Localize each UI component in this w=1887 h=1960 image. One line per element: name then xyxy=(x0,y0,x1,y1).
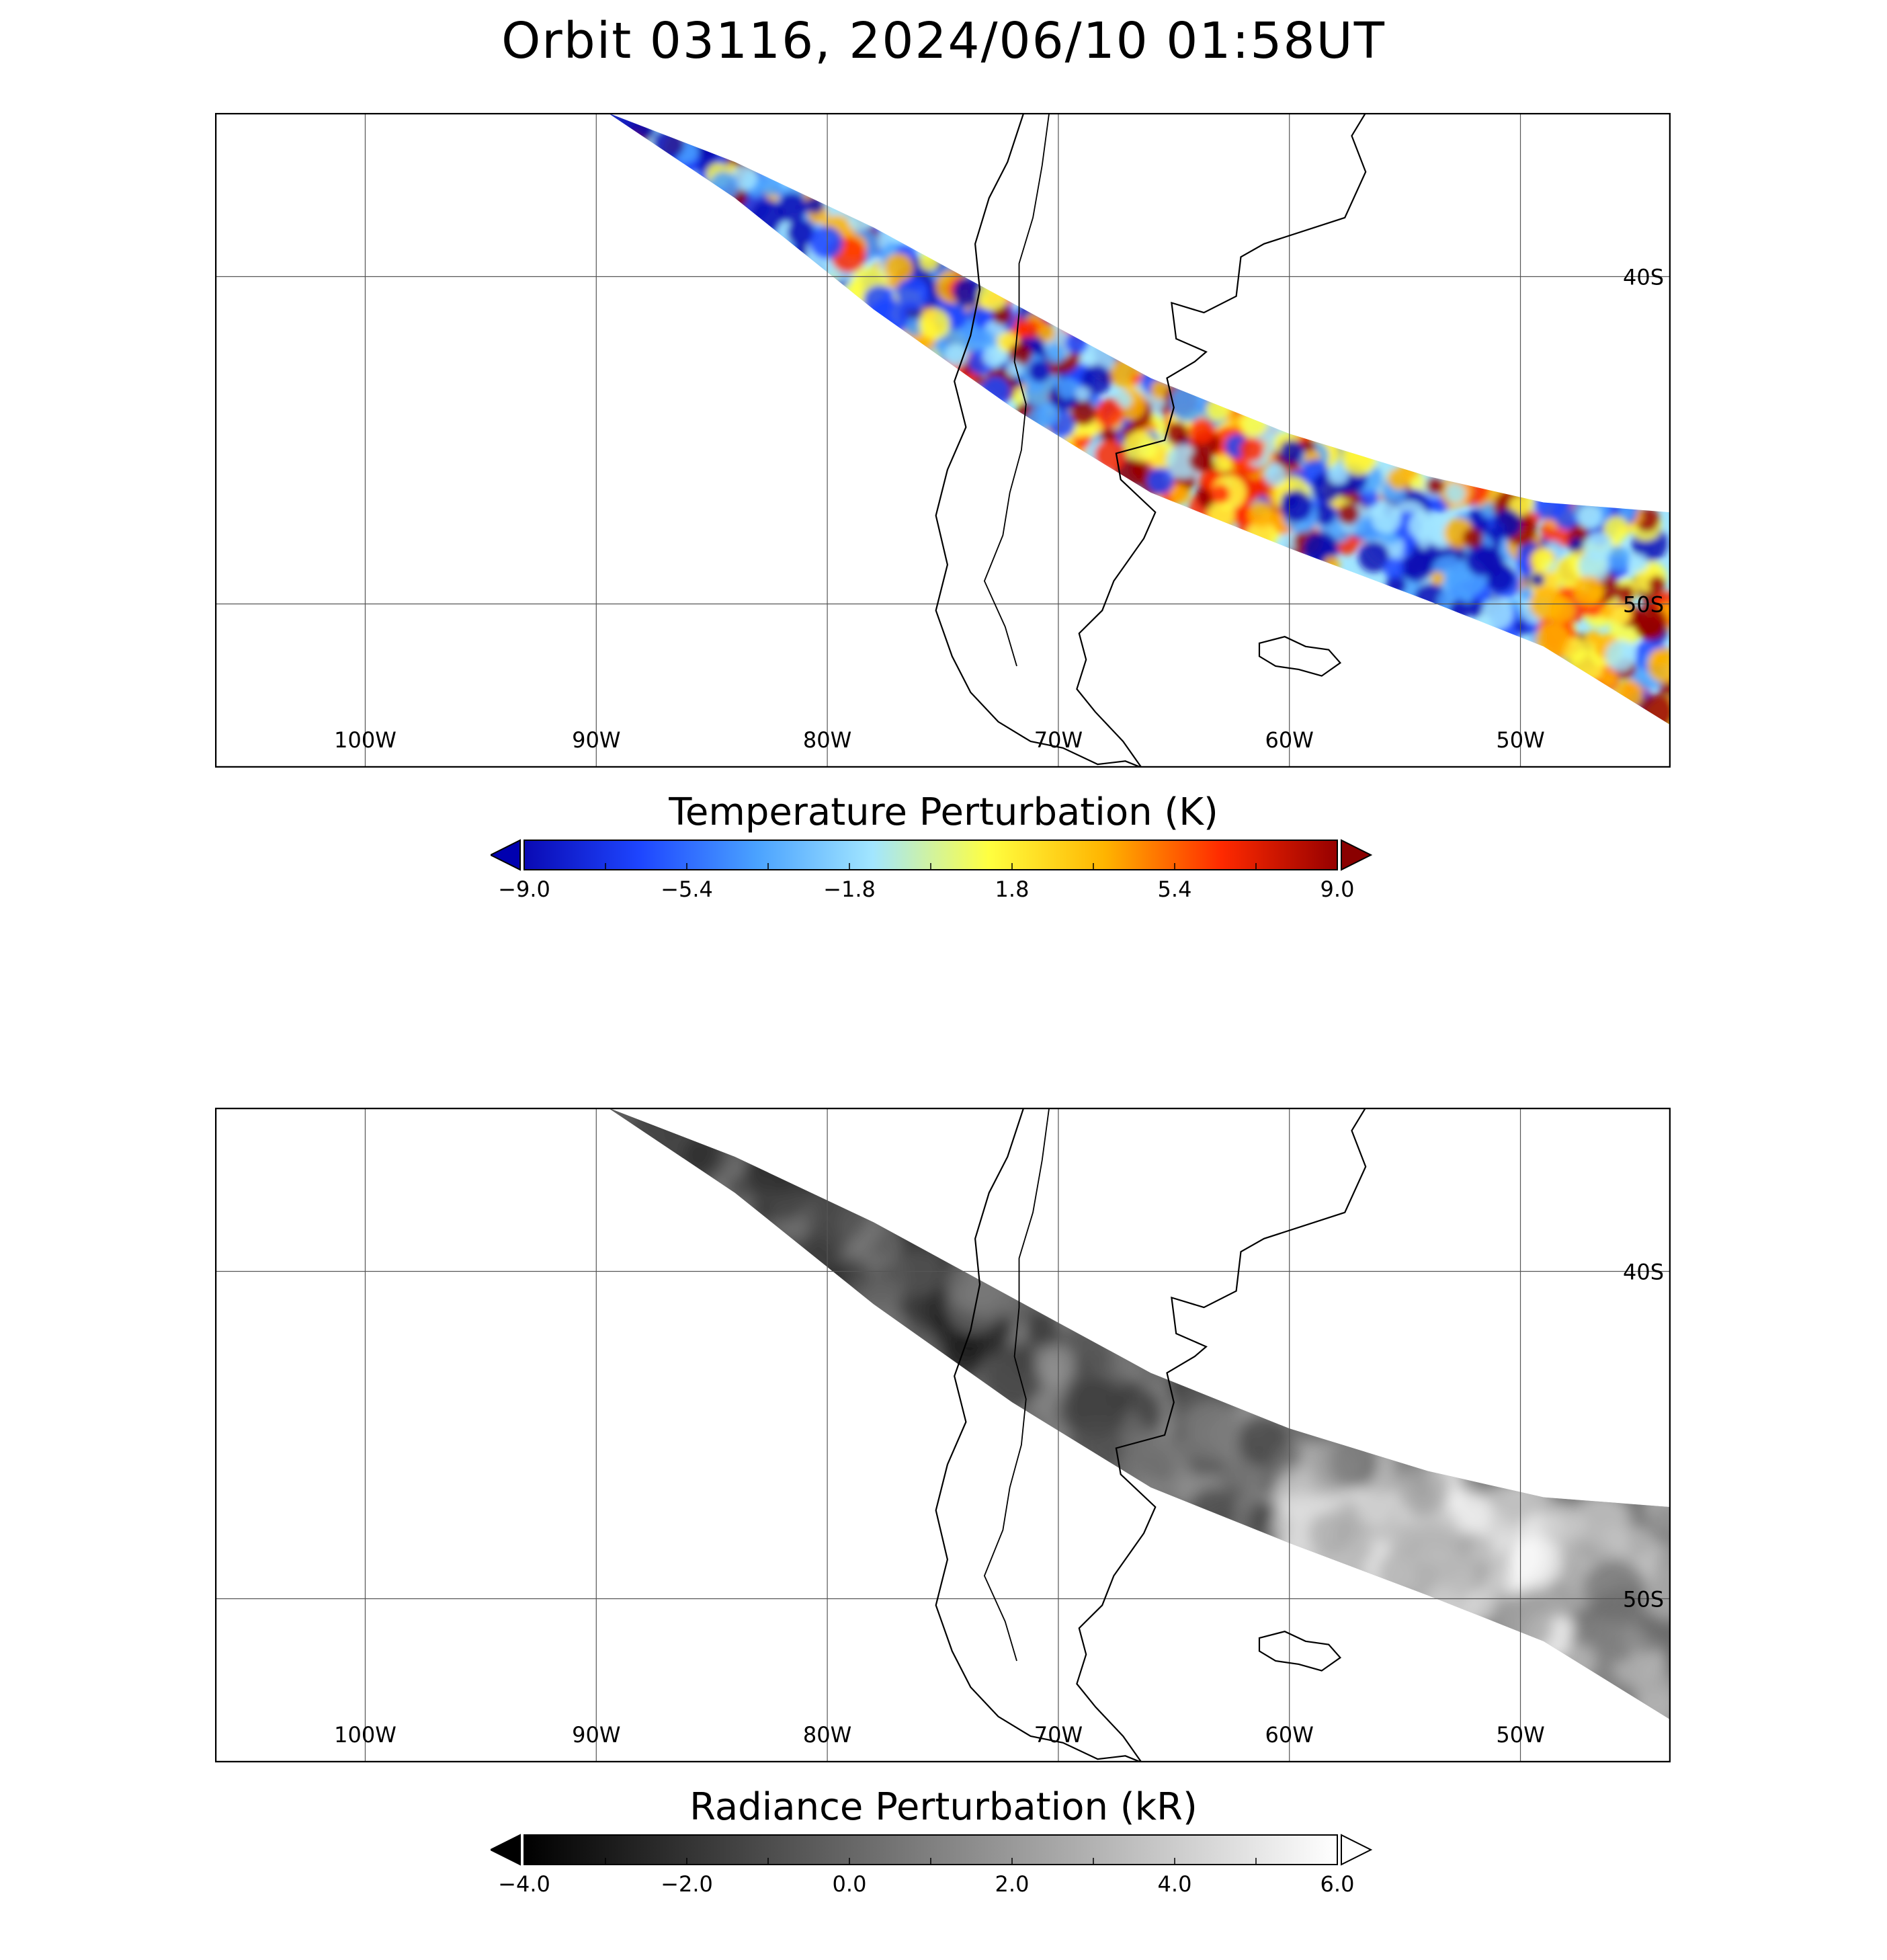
lon-tick-label: 50W xyxy=(1496,727,1544,753)
colorbar-tick-label: −2.0 xyxy=(661,1871,713,1897)
temperature-colorbar: −9.0 −5.4 −1.8 1.8 5.4 9.0 xyxy=(489,833,1404,921)
colorbar-max-extend xyxy=(1341,1834,1373,1866)
falkland-islands-outline xyxy=(1258,636,1342,677)
lon-tick-label: 50W xyxy=(1496,1722,1544,1748)
temperature-axis-labels: 100W 90W 80W 70W 60W 50W 40S 50S xyxy=(334,265,1664,753)
colorbar-tick-label: 1.8 xyxy=(995,876,1030,902)
lon-tick-label: 60W xyxy=(1265,1722,1314,1748)
chile-argentina-border xyxy=(983,113,1050,667)
colorbar-tick-label: 6.0 xyxy=(1320,1871,1355,1897)
figure-title: Orbit 03116, 2024/06/10 01:58UT xyxy=(501,12,1386,70)
colorbar-tick-label: −5.4 xyxy=(661,876,713,902)
lat-tick-label: 40S xyxy=(1623,1260,1664,1285)
colorbar-tick-label: 2.0 xyxy=(995,1871,1030,1897)
colorbar-min-extend xyxy=(489,1834,521,1866)
lon-tick-label: 60W xyxy=(1265,727,1314,753)
radiance-map: 100W 90W 80W 70W 60W 50W 40S 50S xyxy=(215,1108,1671,1762)
map-frame xyxy=(215,113,1671,768)
lon-tick-label: 70W xyxy=(1034,1722,1083,1748)
lon-tick-label: 90W xyxy=(572,1722,620,1748)
colorbar-tick-label: 5.4 xyxy=(1158,876,1192,902)
radiance-coastlines xyxy=(935,1108,1367,1762)
colorbar-min-extend xyxy=(489,839,521,871)
lon-tick-label: 80W xyxy=(803,727,851,753)
temperature-colorbar-title: Temperature Perturbation (K) xyxy=(669,790,1218,834)
colorbar-max-extend xyxy=(1341,839,1373,871)
chile-argentina-border xyxy=(983,1108,1050,1662)
south-america-coastline xyxy=(935,1108,1367,1762)
lat-tick-label: 50S xyxy=(1623,592,1664,618)
colorbar-tick-label: −4.0 xyxy=(498,1871,550,1897)
temperature-coastlines xyxy=(935,113,1367,768)
south-america-coastline xyxy=(935,113,1367,768)
falkland-islands-outline xyxy=(1258,1631,1342,1672)
lon-tick-label: 100W xyxy=(334,727,396,753)
radiance-colorbar-title: Radiance Perturbation (kR) xyxy=(689,1785,1198,1829)
colorbar-tick-label: −1.8 xyxy=(823,876,876,902)
lon-tick-label: 80W xyxy=(803,1722,851,1748)
colorbar-tick-label: 0.0 xyxy=(833,1871,867,1897)
colorbar-tick-label: 4.0 xyxy=(1158,1871,1192,1897)
lat-tick-label: 40S xyxy=(1623,265,1664,290)
lon-tick-label: 70W xyxy=(1034,727,1083,753)
lat-tick-label: 50S xyxy=(1623,1587,1664,1612)
radiance-colorbar: −4.0 −2.0 0.0 2.0 4.0 6.0 xyxy=(489,1828,1404,1916)
lon-tick-label: 90W xyxy=(572,727,620,753)
colorbar-tick-label: −9.0 xyxy=(498,876,550,902)
map-frame xyxy=(215,1108,1671,1762)
radiance-graticule xyxy=(215,1108,1671,1762)
radiance-axis-labels: 100W 90W 80W 70W 60W 50W 40S 50S xyxy=(334,1260,1664,1748)
temperature-map-panel: 100W 90W 80W 70W 60W 50W 40S 50S xyxy=(215,113,1671,768)
temperature-map: 100W 90W 80W 70W 60W 50W 40S 50S xyxy=(215,113,1671,768)
radiance-map-panel: 100W 90W 80W 70W 60W 50W 40S 50S xyxy=(215,1108,1671,1762)
temperature-swath xyxy=(607,113,1671,725)
colorbar-tick-label: 9.0 xyxy=(1320,876,1355,902)
lon-tick-label: 100W xyxy=(334,1722,396,1748)
temperature-graticule xyxy=(215,113,1671,768)
